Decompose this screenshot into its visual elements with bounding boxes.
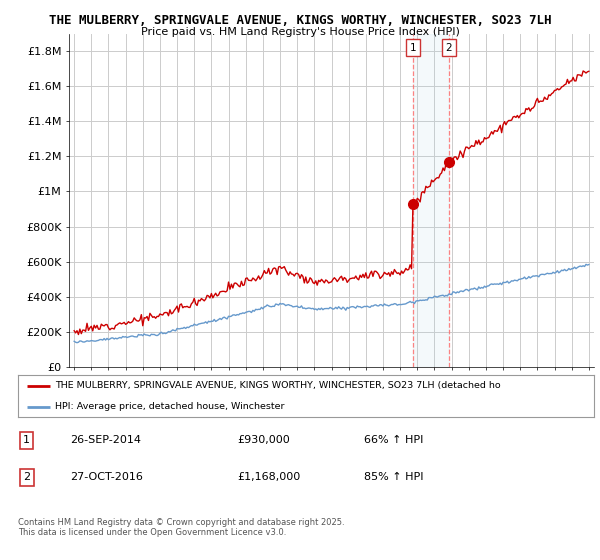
Text: THE MULBERRY, SPRINGVALE AVENUE, KINGS WORTHY, WINCHESTER, SO23 7LH (detached ho: THE MULBERRY, SPRINGVALE AVENUE, KINGS W… xyxy=(55,381,501,390)
Text: 66% ↑ HPI: 66% ↑ HPI xyxy=(364,435,423,445)
Text: 85% ↑ HPI: 85% ↑ HPI xyxy=(364,472,423,482)
Text: Price paid vs. HM Land Registry's House Price Index (HPI): Price paid vs. HM Land Registry's House … xyxy=(140,27,460,37)
Text: 26-SEP-2014: 26-SEP-2014 xyxy=(70,435,141,445)
Text: Contains HM Land Registry data © Crown copyright and database right 2025.
This d: Contains HM Land Registry data © Crown c… xyxy=(18,518,344,538)
Text: HPI: Average price, detached house, Winchester: HPI: Average price, detached house, Winc… xyxy=(55,402,285,411)
Text: £930,000: £930,000 xyxy=(237,435,290,445)
Text: THE MULBERRY, SPRINGVALE AVENUE, KINGS WORTHY, WINCHESTER, SO23 7LH: THE MULBERRY, SPRINGVALE AVENUE, KINGS W… xyxy=(49,14,551,27)
Text: £1,168,000: £1,168,000 xyxy=(237,472,300,482)
Bar xyxy=(413,34,449,367)
Text: 1: 1 xyxy=(23,435,30,445)
Text: 2: 2 xyxy=(23,472,30,482)
Text: 1: 1 xyxy=(410,43,416,53)
Text: 2: 2 xyxy=(445,43,452,53)
Text: 27-OCT-2016: 27-OCT-2016 xyxy=(70,472,143,482)
